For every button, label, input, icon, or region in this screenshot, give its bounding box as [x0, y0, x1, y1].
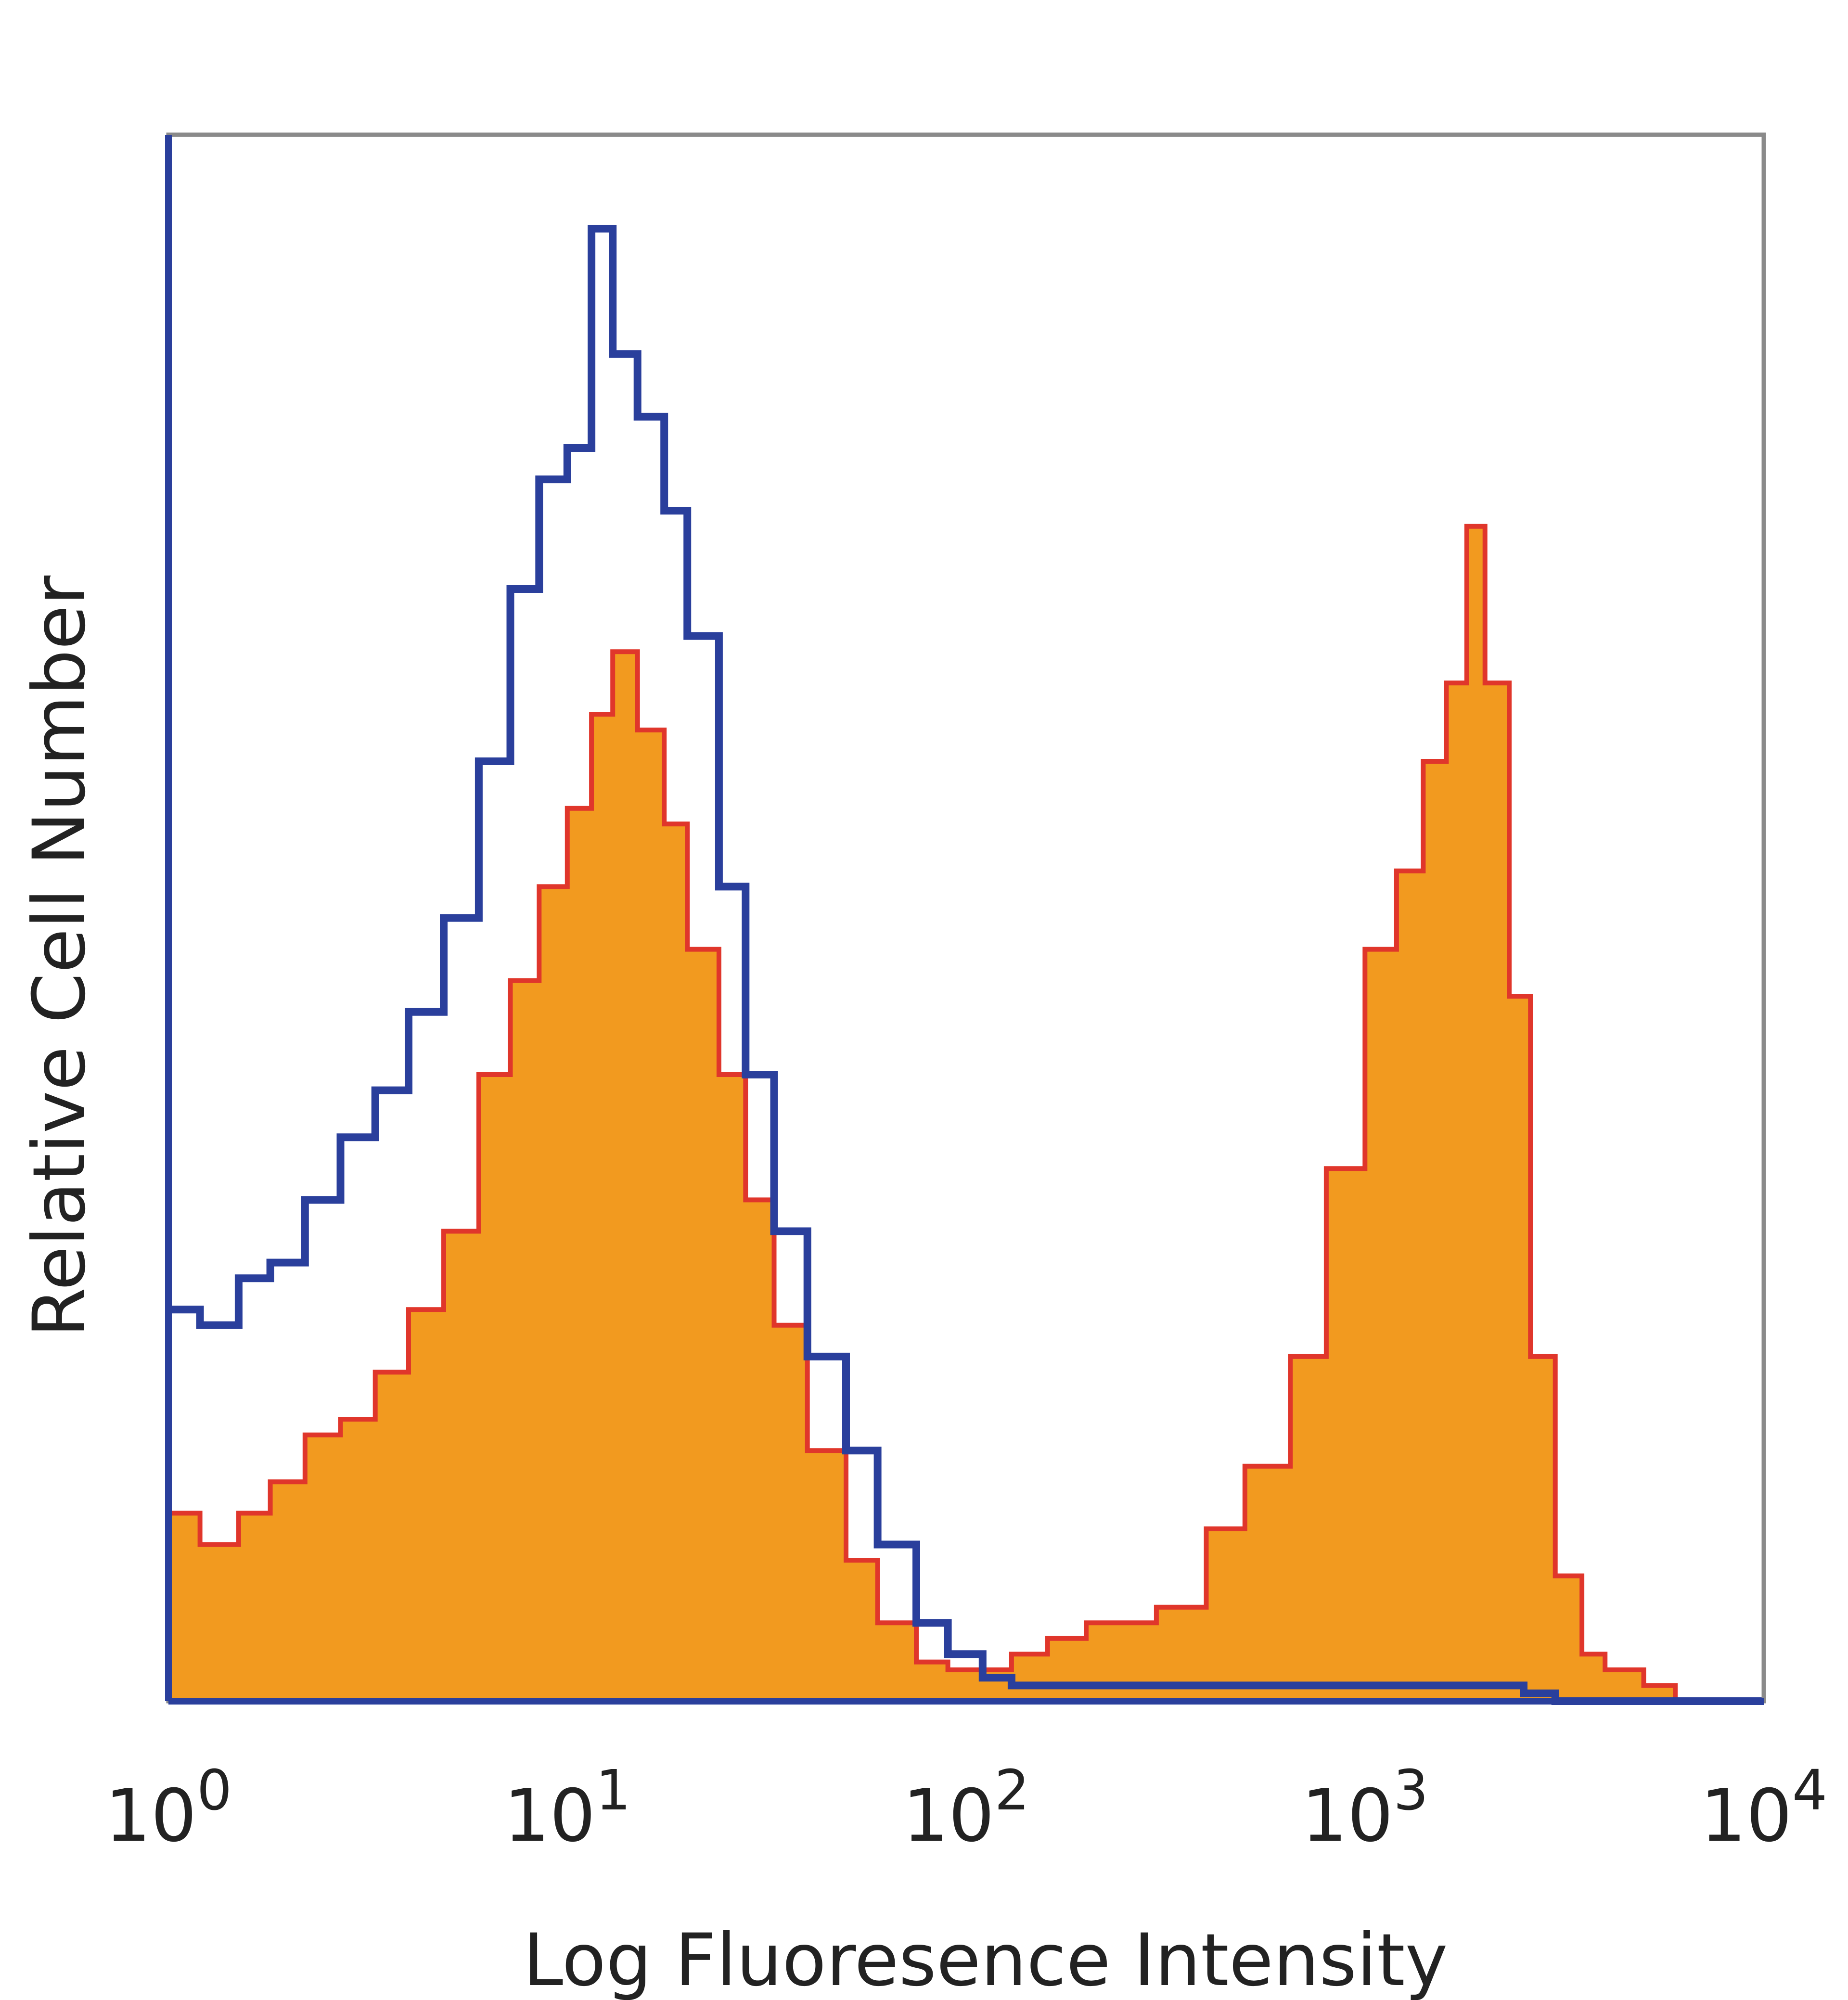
x-axis-ticks: 100 101 102 103 104 [105, 1758, 1827, 1858]
x-tick-label: 100 [105, 1758, 232, 1858]
plot-area [168, 225, 1764, 1705]
series-stained-area [168, 526, 1764, 1701]
series-stained-outline [168, 524, 1764, 1704]
x-tick-label: 101 [504, 1758, 631, 1858]
series-control-line [168, 225, 1764, 1705]
x-tick-label: 102 [902, 1758, 1029, 1858]
x-axis-title: Log Fluoresence Intensity [523, 1919, 1448, 2000]
x-tick-label: 104 [1700, 1758, 1827, 1858]
y-axis-title: Relative Cell Number [18, 576, 102, 1338]
x-tick-label: 103 [1301, 1758, 1428, 1858]
